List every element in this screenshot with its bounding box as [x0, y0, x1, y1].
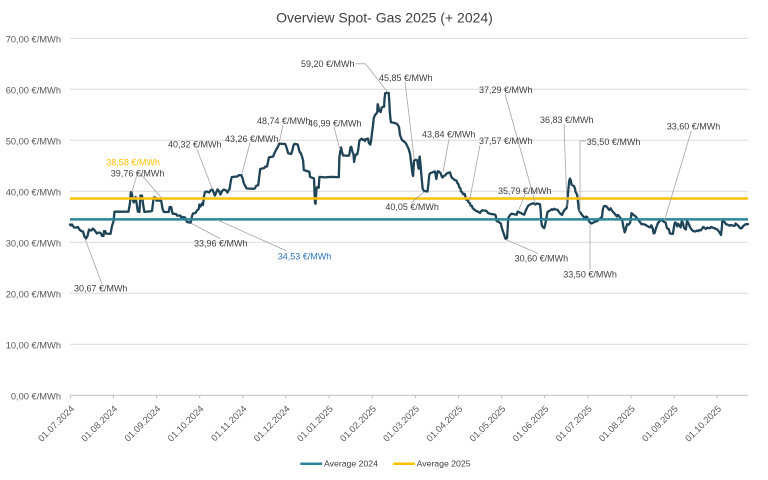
svg-text:33,60 €/MWh: 33,60 €/MWh	[667, 122, 721, 132]
svg-text:48,74 €/MWh: 48,74 €/MWh	[257, 116, 311, 126]
svg-text:50,00 €/MWh: 50,00 €/MWh	[6, 136, 61, 146]
svg-text:43,26 €/MWh: 43,26 €/MWh	[225, 134, 279, 144]
svg-text:46,99 €/MWh: 46,99 €/MWh	[308, 118, 362, 128]
svg-text:20,00 €/MWh: 20,00 €/MWh	[6, 289, 61, 299]
svg-text:0,00 €/MWh: 0,00 €/MWh	[11, 391, 61, 401]
svg-text:43,84 €/MWh: 43,84 €/MWh	[422, 130, 476, 140]
svg-text:35,79 €/MWh: 35,79 €/MWh	[498, 186, 552, 196]
svg-text:30,67 €/MWh: 30,67 €/MWh	[74, 284, 128, 294]
svg-text:40,32 €/MWh: 40,32 €/MWh	[168, 140, 222, 150]
svg-text:Overview Spot- Gas 2025 (+ 202: Overview Spot- Gas 2025 (+ 2024)	[276, 10, 493, 26]
svg-text:59,20 €/MWh: 59,20 €/MWh	[301, 59, 355, 69]
svg-text:Average 2024: Average 2024	[324, 459, 378, 469]
svg-text:70,00 €/MWh: 70,00 €/MWh	[6, 34, 61, 44]
svg-text:30,60 €/MWh: 30,60 €/MWh	[515, 254, 569, 264]
svg-text:39,76 €/MWh: 39,76 €/MWh	[111, 169, 165, 179]
svg-text:10,00 €/MWh: 10,00 €/MWh	[6, 340, 61, 350]
svg-text:33,50 €/MWh: 33,50 €/MWh	[563, 269, 617, 279]
svg-text:36,83 €/MWh: 36,83 €/MWh	[540, 115, 594, 125]
svg-text:30,00 €/MWh: 30,00 €/MWh	[6, 238, 61, 248]
svg-text:37,29 €/MWh: 37,29 €/MWh	[479, 85, 533, 95]
svg-text:38,58 €/MWh: 38,58 €/MWh	[106, 157, 160, 167]
svg-text:34,53 €/MWh: 34,53 €/MWh	[278, 252, 332, 262]
svg-text:Average 2025: Average 2025	[417, 459, 471, 469]
svg-text:40,05 €/MWh: 40,05 €/MWh	[385, 202, 439, 212]
svg-text:35,50 €/MWh: 35,50 €/MWh	[587, 137, 641, 147]
svg-text:37,57 €/MWh: 37,57 €/MWh	[479, 136, 533, 146]
svg-text:45,85 €/MWh: 45,85 €/MWh	[379, 73, 433, 83]
svg-text:33,96 €/MWh: 33,96 €/MWh	[194, 239, 248, 249]
svg-text:60,00 €/MWh: 60,00 €/MWh	[6, 85, 61, 95]
svg-text:40,00 €/MWh: 40,00 €/MWh	[6, 187, 61, 197]
